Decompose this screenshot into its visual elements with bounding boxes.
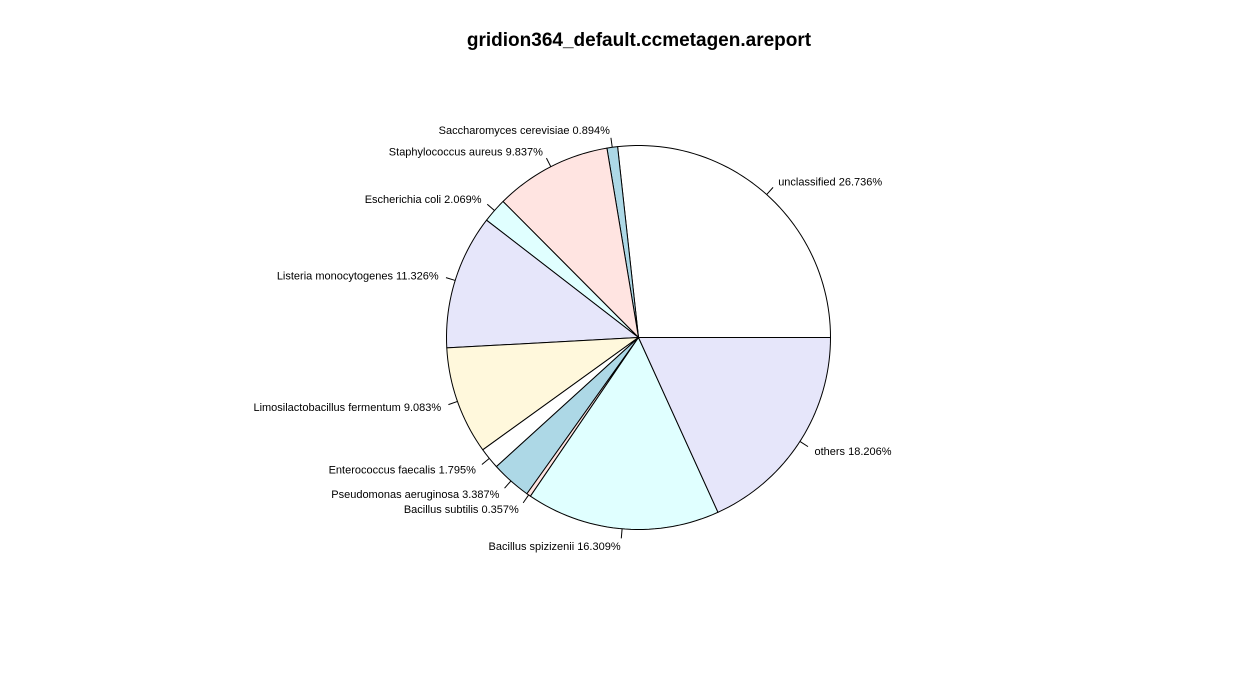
pie-slice-limosilactobacillus-fermentum [446, 337, 639, 451]
pie-slices [446, 145, 831, 530]
pie-label-enterococcus-faecalis: Enterococcus faecalis 1.795% [329, 464, 477, 476]
pie-leader-pseudomonas-aeruginosa [504, 480, 512, 489]
pie-leader-limosilactobacillus-fermentum [448, 400, 458, 406]
pie-slice-escherichia-coli [486, 200, 639, 338]
pie-slice-listeria-monocytogenes [446, 219, 639, 349]
pie-leader-unclassified [766, 187, 774, 195]
pie-slice-pseudomonas-aeruginosa [495, 337, 639, 495]
pie-leader-escherichia-coli [486, 203, 495, 211]
pie-leader-bacillus-subtilis [522, 494, 530, 504]
pie-leader-listeria-monocytogenes [445, 277, 456, 281]
chart-title: gridion364_default.ccmetagen.areport [467, 30, 812, 51]
pie-leader-saccharomyces-cerevisiae [610, 137, 613, 148]
pie-label-bacillus-subtilis: Bacillus subtilis 0.357% [404, 504, 519, 516]
pie-slice-others [638, 337, 831, 513]
pie-label-unclassified: unclassified 26.736% [778, 177, 882, 189]
pie-label-saccharomyces-cerevisiae: Saccharomyces cerevisiae 0.894% [439, 125, 610, 137]
pie-leader-lines [445, 137, 809, 539]
pie-slice-unclassified [617, 145, 831, 338]
pie-leader-staphylococcus-aureus [545, 157, 552, 167]
pie-leader-others [799, 441, 809, 448]
pie-leader-enterococcus-faecalis [481, 458, 490, 465]
pie-label-staphylococcus-aureus: Staphylococcus aureus 9.837% [389, 146, 543, 158]
pie-label-escherichia-coli: Escherichia coli 2.069% [365, 194, 482, 206]
pie-labels: unclassified 26.736% Saccharomyces cerevi… [253, 125, 891, 553]
pie-label-listeria-monocytogenes: Listeria monocytogenes 11.326% [277, 270, 439, 282]
pie-label-bacillus-spizizenii: Bacillus spizizenii 16.309% [489, 541, 621, 553]
pie-leader-bacillus-spizizenii [620, 528, 623, 539]
pie-label-pseudomonas-aeruginosa: Pseudomonas aeruginosa 3.387% [331, 489, 499, 501]
pie-slice-bacillus-spizizenii [529, 337, 719, 530]
pie-label-limosilactobacillus-fermentum: Limosilactobacillus fermentum 9.083% [253, 402, 441, 414]
pie-label-others: others 18.206% [814, 446, 891, 458]
